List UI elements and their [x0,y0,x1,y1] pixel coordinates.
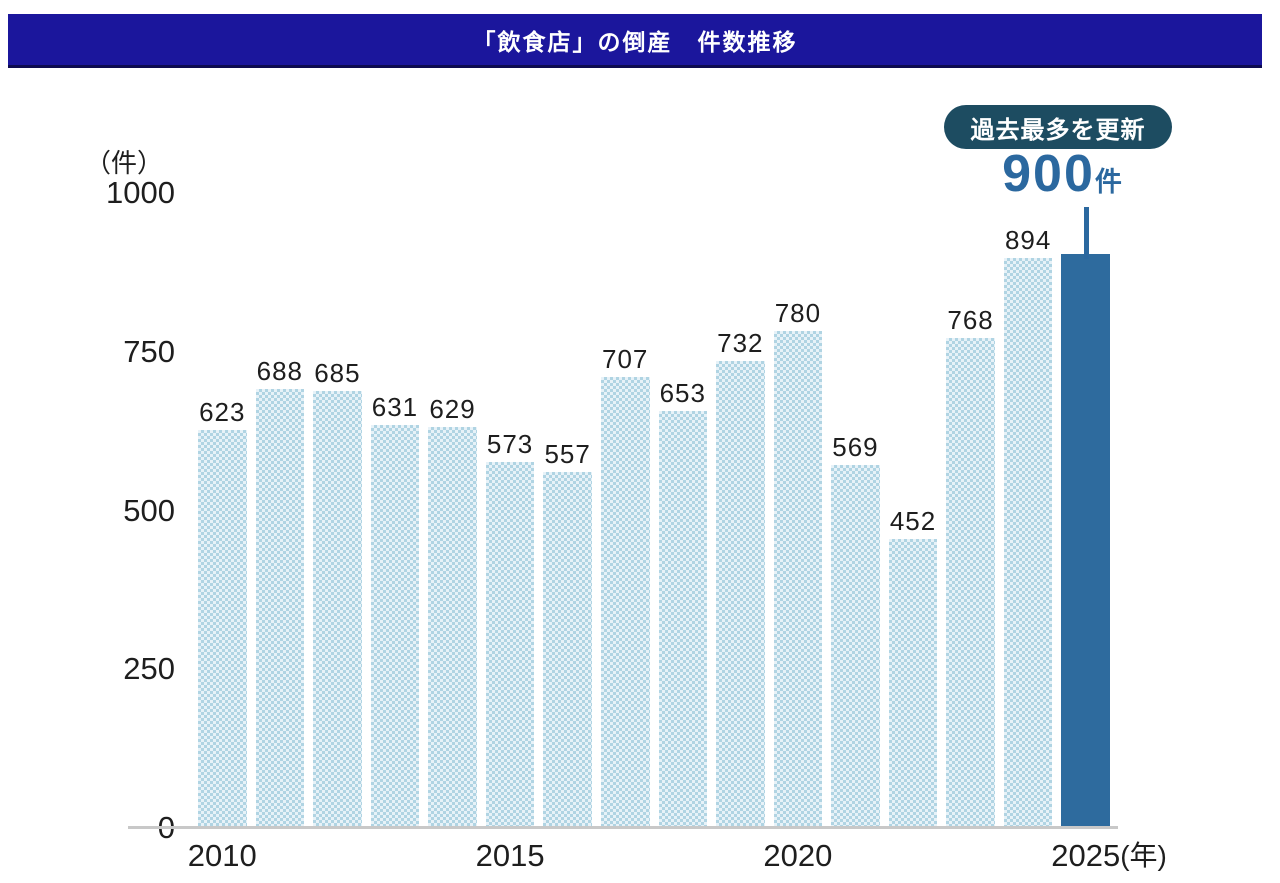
bar-value-label: 573 [486,429,534,459]
record-high-badge: 過去最多を更新 [944,105,1172,149]
y-tick-label: 250 [123,651,175,687]
x-axis-labels: 2010 2015 2020 2025 (年) [188,838,1167,879]
callout-connector-line [1084,207,1089,259]
bar-value-label: 732 [717,328,764,358]
bar-slot-2019: 732 [716,330,765,826]
bar-2015 [485,462,535,826]
bar-slot-2024: 894 [1003,225,1053,826]
bar-slot-2023: 768 [946,307,995,826]
record-high-badge-label: 過去最多を更新 [970,116,1146,144]
bar-slot-2020: 780 [773,298,823,826]
bar-value-label: 688 [256,356,304,386]
bar-2025 [1061,254,1110,826]
x-tick-label-2020: 2020 [763,838,833,873]
bar-slot-2013: 631 [370,392,420,826]
bar-value-label: 452 [889,506,937,536]
bar-value-label: 685 [314,358,361,388]
bar-2020 [773,331,823,826]
bar-series: 623 688 685 631 629 573 557 707 653 732 780 569 452 7… [198,191,1110,826]
bar-slot-2012: 685 [313,360,362,826]
bar-value-label: 569 [832,432,879,462]
bar-slot-2014: 629 [428,396,477,826]
bar-2023 [946,338,995,826]
y-tick-label: 500 [123,492,175,528]
bar-value-label: 894 [1004,225,1052,255]
y-tick-label: 750 [123,333,175,369]
bar-slot-2022: 452 [888,506,938,826]
bar-value-label: 707 [602,344,649,374]
y-axis-ticks: 10007505002500 [60,0,175,883]
bar-2021 [831,465,880,826]
x-tick-label-2015: 2015 [475,838,545,873]
record-value-number: 900 [1002,145,1095,203]
bar-2018 [658,411,708,826]
bar-value-label: 631 [371,392,419,422]
record-value: 900件 [962,148,1162,200]
bar-2014 [428,427,477,826]
bar-slot-2018: 653 [658,378,708,826]
bar-slot-2025 [1061,254,1110,826]
y-axis-unit-label: （件） [84,148,163,178]
bar-2011 [255,389,305,826]
bar-value-label: 629 [429,394,476,424]
bar-value-label: 768 [947,305,994,335]
bar-2016 [543,472,592,826]
bar-2010 [198,430,247,826]
x-axis-line [128,826,1118,829]
bar-2013 [370,425,420,826]
bar-2019 [716,361,765,826]
bar-2024 [1003,258,1053,826]
record-value-unit: 件 [1094,167,1122,197]
bar-slot-2016: 557 [543,441,592,826]
bar-slot-2011: 688 [255,356,305,826]
x-tick-label-2025: 2025 (年) [1051,838,1167,873]
bar-value-label: 623 [199,397,246,427]
bar-2022 [888,539,938,826]
y-tick-label: 1000 [106,175,175,210]
bar-2017 [600,377,650,826]
bar-value-label: 557 [544,439,591,469]
bar-slot-2015: 573 [485,429,535,826]
bar-value-label: 653 [659,378,706,408]
x-axis-year-suffix: (年) [1120,840,1167,871]
x-tick-label-2010: 2010 [187,838,257,873]
bar-slot-2010: 623 [198,399,247,826]
header: 「飲食店」の倒産 件数推移 [8,14,1262,68]
bar-slot-2017: 707 [600,344,650,826]
bar-slot-2021: 569 [831,434,880,826]
bar-value-label: 780 [774,298,822,328]
page-title: 「飲食店」の倒産 件数推移 [472,28,798,55]
bar-2012 [313,391,362,826]
